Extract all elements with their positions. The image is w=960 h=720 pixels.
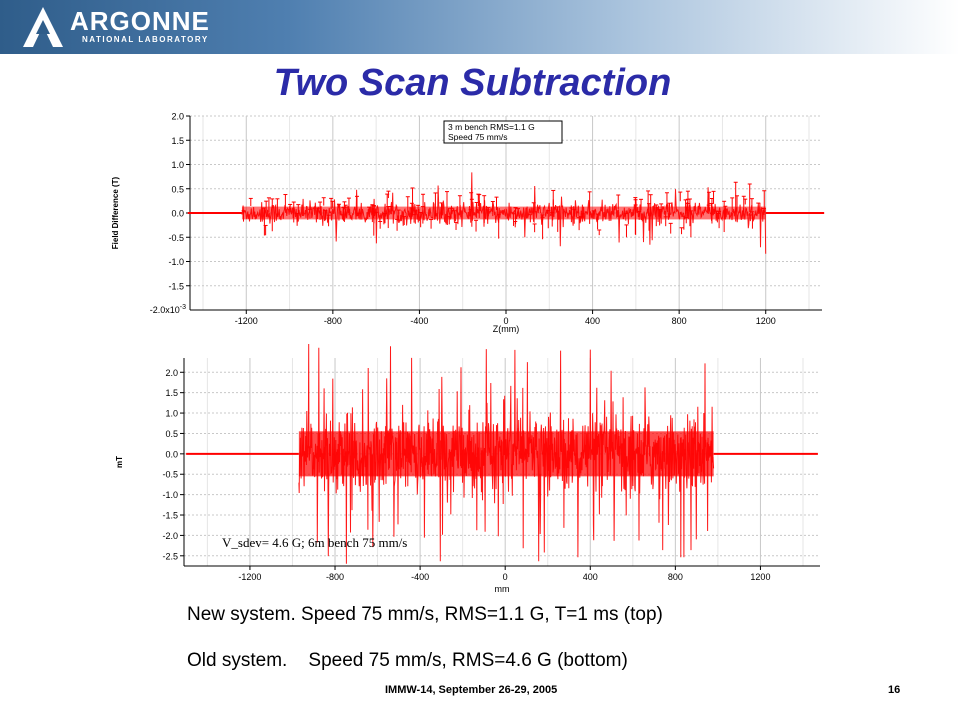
y-tick-label: 2.0: [165, 368, 178, 378]
data-band: [241, 206, 766, 220]
x-tick-label: -1200: [235, 316, 258, 326]
x-tick-label: 800: [668, 572, 683, 582]
page-title: Two Scan Subtraction: [273, 62, 672, 104]
x-tick-label: 400: [583, 572, 598, 582]
argonne-logo: ARGONNE NATIONAL LABORATORY: [20, 4, 220, 50]
x-tick-label: 1200: [750, 572, 770, 582]
caption-top: New system. Speed 75 mm/s, RMS=1.1 G, T=…: [187, 604, 663, 625]
logo-subtitle: NATIONAL LABORATORY: [82, 35, 209, 44]
y-tick-label: -0.5: [168, 233, 184, 243]
x-tick-label: 0: [503, 316, 508, 326]
y-tick-label: 2.0: [171, 112, 184, 122]
y-exponent-label: -2.0x10-3: [150, 304, 186, 315]
x-tick-label: -800: [324, 316, 342, 326]
x-tick-label: -400: [410, 316, 428, 326]
y-axis-label: mT: [115, 456, 124, 468]
y-tick-label: 1.0: [165, 409, 178, 419]
y-tick-label: 0.5: [165, 429, 178, 439]
y-tick-label: -2.5: [162, 551, 178, 561]
x-tick-label: -800: [326, 572, 344, 582]
logo-wordmark: ARGONNE: [70, 6, 210, 36]
legend-box: [443, 120, 563, 144]
y-tick-label: -1.0: [168, 257, 184, 267]
y-axis-label: Field Difference (T): [111, 176, 120, 249]
chart-annotation: V_sdev= 4.6 G; 6m bench 75 mm/s: [222, 535, 407, 550]
x-axis-label: mm: [495, 584, 510, 594]
x-axis-label: Z(mm): [493, 324, 520, 334]
y-tick-label: 0.0: [165, 449, 178, 459]
slide-number: 16: [888, 684, 901, 696]
caption-bottom: Old system. Speed 75 mm/s, RMS=4.6 G (bo…: [187, 650, 628, 671]
y-tick-label: -2.0: [162, 531, 178, 541]
y-tick-label: 1.0: [171, 160, 184, 170]
data-band: [298, 431, 714, 477]
y-tick-label: -1.5: [162, 511, 178, 521]
y-exponent-power: -3: [180, 304, 186, 311]
header-bar: ARGONNE NATIONAL LABORATORY: [0, 0, 960, 54]
x-tick-label: 400: [585, 316, 600, 326]
argonne-logo-icon: [23, 7, 63, 47]
y-tick-label: 1.5: [165, 388, 178, 398]
y-tick-label: 0.5: [171, 184, 184, 194]
x-tick-label: 0: [503, 572, 508, 582]
legend-line-2: Speed 75 mm/s: [448, 132, 508, 142]
x-tick-label: 800: [672, 316, 687, 326]
y-tick-label: 0.0: [171, 209, 184, 219]
y-tick-label: 1.5: [171, 136, 184, 146]
y-tick-label: -0.5: [162, 470, 178, 480]
y-tick-label: -1.0: [162, 490, 178, 500]
legend-line-1: 3 m bench RMS=1.1 G: [448, 122, 535, 132]
x-tick-label: -1200: [238, 572, 261, 582]
x-tick-label: -400: [411, 572, 429, 582]
y-tick-label: -1.5: [168, 281, 184, 291]
x-tick-label: 1200: [756, 316, 776, 326]
footer-text: IMMW-14, September 26-29, 2005: [385, 684, 558, 696]
